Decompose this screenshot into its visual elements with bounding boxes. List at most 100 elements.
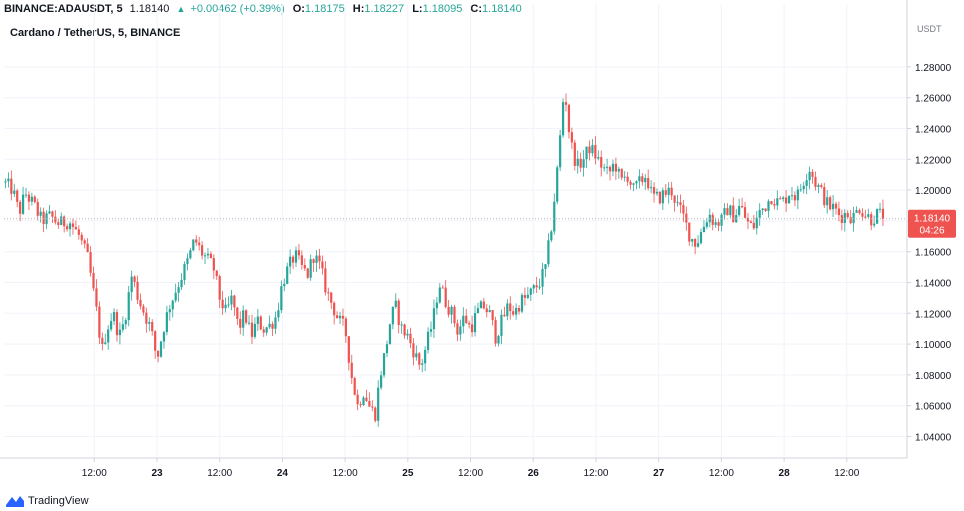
candle-body: [162, 332, 166, 342]
candle-body: [247, 322, 251, 324]
candle-body: [881, 208, 885, 219]
y-tick-label: 1.14000: [915, 279, 952, 290]
candle-body: [623, 176, 626, 178]
x-tick-label: 28: [779, 468, 791, 479]
candle-body: [805, 180, 808, 186]
candle-body: [541, 268, 544, 287]
x-tick-label: 23: [151, 468, 163, 479]
candle-body: [696, 243, 700, 247]
candle-body: [230, 295, 233, 305]
candle-body: [456, 323, 459, 335]
candle-body: [359, 404, 362, 406]
candle-body: [740, 205, 744, 208]
candle-body: [652, 187, 656, 194]
candle-body: [324, 268, 327, 293]
candle-body: [382, 353, 386, 376]
candle-body: [227, 304, 230, 306]
price-chart[interactable]: 1.04000 1.06000 1.08000 1.10000 1.12000 1.140…: [0, 0, 964, 490]
x-tick-label: 26: [528, 468, 540, 479]
candle-body: [588, 146, 591, 154]
candle-body: [802, 185, 805, 190]
candle-body: [561, 102, 565, 136]
x-tick-label: 12:00: [709, 468, 734, 479]
candle-body: [289, 256, 292, 267]
candle-body: [603, 167, 606, 169]
candle-body: [174, 292, 177, 301]
candle-body: [7, 178, 10, 182]
candle-body: [644, 177, 647, 183]
close-label: C:: [470, 3, 483, 15]
y-tick-label: 1.20000: [915, 186, 952, 197]
candle-body: [650, 187, 653, 189]
price-change: +0.00462 (+0.39%): [190, 3, 285, 15]
candle-body: [215, 270, 218, 277]
candle-body: [676, 202, 679, 204]
candle-body: [817, 185, 820, 187]
candle-body: [124, 320, 127, 325]
candle-body: [397, 300, 400, 325]
candle-body: [394, 300, 397, 307]
candle-body: [297, 250, 301, 256]
candle-body: [271, 323, 274, 329]
candle-body: [834, 203, 838, 209]
candle-body: [36, 202, 39, 216]
candle-body: [300, 255, 303, 266]
candle-body: [48, 211, 51, 214]
candle-body: [685, 213, 688, 223]
candle-body: [515, 308, 518, 315]
candle-body: [870, 214, 873, 226]
candle-body: [274, 317, 277, 329]
candle-body: [670, 187, 673, 196]
candle-body: [635, 181, 638, 184]
candle-body: [321, 261, 324, 269]
high-label: H:: [352, 3, 365, 15]
candle-body: [101, 337, 104, 344]
last-price: 1.18140: [129, 3, 170, 15]
candle-body: [758, 209, 761, 218]
candle-body: [723, 208, 726, 215]
candle-body: [338, 315, 342, 319]
candle-body: [538, 286, 541, 288]
candle-body: [520, 295, 524, 312]
candle-body: [21, 194, 25, 214]
candle-body: [629, 181, 632, 185]
candle-body: [564, 102, 568, 105]
low-value: 1.18095: [422, 3, 463, 15]
y-tick-label: 1.26000: [915, 94, 952, 105]
candle-body: [115, 312, 119, 336]
candle-body: [312, 259, 315, 263]
candle-body: [438, 287, 441, 303]
candle-body: [843, 212, 846, 224]
candle-body: [782, 197, 785, 200]
candle-body: [726, 208, 729, 216]
candle-body: [121, 324, 124, 330]
candle-body: [655, 191, 659, 194]
candle-body: [195, 239, 198, 243]
candle-body: [19, 201, 22, 214]
candle-body: [262, 329, 265, 333]
candle-body: [658, 191, 662, 204]
candle-body: [720, 214, 723, 226]
candle-body: [711, 214, 714, 225]
candle-body: [661, 190, 664, 204]
candle-body: [773, 204, 776, 206]
candle-body: [27, 194, 31, 202]
candle-body: [10, 178, 13, 194]
candle-body: [250, 322, 254, 337]
candle-body: [535, 285, 538, 288]
candle-body: [523, 295, 527, 298]
candle-body: [86, 243, 89, 253]
candle-body: [488, 310, 491, 313]
candle-body: [385, 344, 389, 354]
candle-body: [280, 286, 283, 311]
candle-body: [60, 216, 63, 226]
candle-body: [532, 285, 535, 289]
candle-body: [165, 312, 168, 333]
candle-body: [156, 350, 160, 357]
candle-body: [582, 159, 585, 168]
candle-body: [315, 255, 318, 263]
candle-body: [400, 324, 403, 326]
candle-body: [277, 310, 280, 318]
candle-body: [74, 226, 78, 230]
candle-body: [89, 252, 92, 273]
